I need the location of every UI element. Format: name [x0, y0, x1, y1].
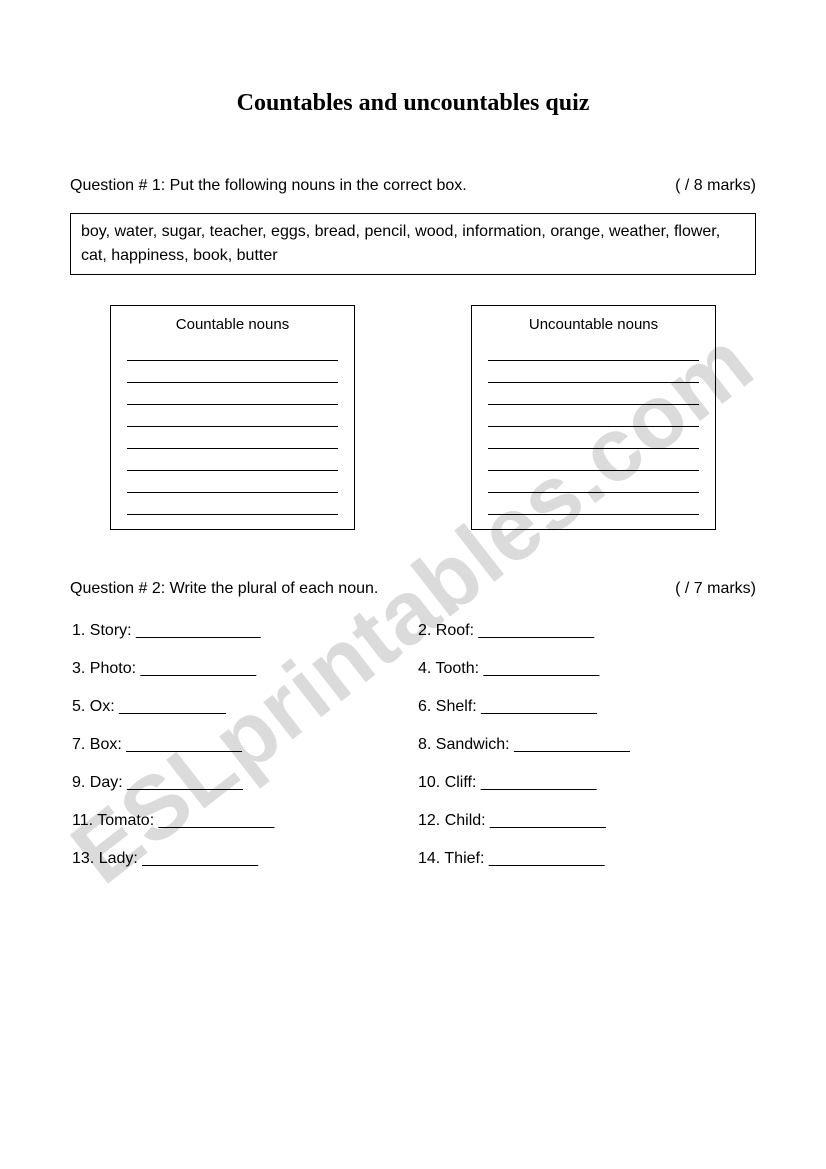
blank-line[interactable]: [488, 339, 699, 361]
page-title: Countables and uncountables quiz: [70, 90, 756, 117]
blank-line[interactable]: [127, 471, 338, 493]
plural-item-blank[interactable]: _____________: [514, 736, 630, 753]
plural-item: 3. Photo: _____________: [72, 660, 408, 678]
question-1-marks: ( / 8 marks): [675, 177, 756, 195]
plural-item: 9. Day: _____________: [72, 774, 408, 792]
plural-item-blank[interactable]: _____________: [489, 850, 605, 867]
blank-line[interactable]: [488, 427, 699, 449]
plural-item: 12. Child: _____________: [418, 812, 754, 830]
blank-line[interactable]: [488, 383, 699, 405]
blank-line[interactable]: [488, 471, 699, 493]
plural-item-blank[interactable]: _____________: [481, 774, 597, 791]
plural-item: 8. Sandwich: _____________: [418, 736, 754, 754]
plural-item-word: Cliff:: [445, 774, 481, 791]
question-1-prompt: Question # 1: Put the following nouns in…: [70, 177, 467, 195]
blank-line[interactable]: [127, 427, 338, 449]
plural-item-blank[interactable]: _____________: [159, 812, 275, 829]
plural-item-word: Shelf:: [436, 698, 481, 715]
plural-item: 10. Cliff: _____________: [418, 774, 754, 792]
countable-box: Countable nouns: [110, 305, 355, 530]
plural-item: 11. Tomato: _____________: [72, 812, 408, 830]
plural-item: 7. Box: _____________: [72, 736, 408, 754]
plural-item-word: Ox:: [90, 698, 119, 715]
plural-item: 2. Roof: _____________: [418, 622, 754, 640]
plural-item-blank[interactable]: _____________: [142, 850, 258, 867]
plural-item-blank[interactable]: ______________: [136, 622, 261, 639]
plural-item-number: 4.: [418, 660, 436, 677]
plural-item-number: 10.: [418, 774, 445, 791]
plural-item-blank[interactable]: _____________: [126, 736, 242, 753]
blank-line[interactable]: [127, 405, 338, 427]
plural-item-number: 9.: [72, 774, 90, 791]
plural-item-word: Child:: [445, 812, 490, 829]
plural-item-number: 14.: [418, 850, 444, 867]
plural-item-number: 7.: [72, 736, 90, 753]
plural-item-word: Tooth:: [436, 660, 484, 677]
question-2-text: Write the plural of each noun.: [170, 580, 379, 597]
plural-item-number: 3.: [72, 660, 90, 677]
uncountable-blanks[interactable]: [486, 339, 701, 515]
plural-item-number: 1.: [72, 622, 90, 639]
plural-item-number: 8.: [418, 736, 436, 753]
question-1-label: Question # 1:: [70, 177, 165, 194]
plural-item: 6. Shelf: _____________: [418, 698, 754, 716]
countable-box-title: Countable nouns: [125, 316, 340, 333]
blank-line[interactable]: [488, 361, 699, 383]
q1-marks-suffix: / 8 marks): [685, 177, 756, 194]
plural-grid: 1. Story: ______________ 2. Roof: _______…: [70, 622, 756, 868]
q2-marks-suffix: / 7 marks): [685, 580, 756, 597]
plural-item: 1. Story: ______________: [72, 622, 408, 640]
word-list-box: boy, water, sugar, teacher, eggs, bread,…: [70, 213, 756, 275]
blank-line[interactable]: [127, 361, 338, 383]
plural-item: 13. Lady: _____________: [72, 850, 408, 868]
question-2-header: Question # 2: Write the plural of each n…: [70, 580, 756, 598]
blank-line[interactable]: [488, 493, 699, 515]
blank-line[interactable]: [488, 405, 699, 427]
plural-item-number: 5.: [72, 698, 90, 715]
plural-item-word: Photo:: [90, 660, 141, 677]
plural-item-word: Lady:: [99, 850, 143, 867]
question-1-text: Put the following nouns in the correct b…: [170, 177, 467, 194]
plural-item: 4. Tooth: _____________: [418, 660, 754, 678]
noun-boxes-row: Countable nouns Uncountable nouns: [70, 305, 756, 530]
plural-item-blank[interactable]: _____________: [484, 660, 600, 677]
plural-item-word: Tomato:: [97, 812, 158, 829]
plural-item-word: Sandwich:: [436, 736, 514, 753]
plural-item-number: 12.: [418, 812, 445, 829]
plural-item-number: 13.: [72, 850, 99, 867]
question-2-label: Question # 2:: [70, 580, 165, 597]
plural-item-word: Story:: [90, 622, 136, 639]
question-2-prompt: Question # 2: Write the plural of each n…: [70, 580, 378, 598]
plural-item-blank[interactable]: _____________: [481, 698, 597, 715]
plural-item-word: Box:: [90, 736, 126, 753]
plural-item-blank[interactable]: _____________: [127, 774, 243, 791]
question-2-marks: ( / 7 marks): [675, 580, 756, 598]
countable-blanks[interactable]: [125, 339, 340, 515]
plural-item-blank[interactable]: _____________: [478, 622, 594, 639]
plural-item: 5. Ox: ____________: [72, 698, 408, 716]
plural-item: 14. Thief: _____________: [418, 850, 754, 868]
plural-item-blank[interactable]: ____________: [119, 698, 226, 715]
plural-item-blank[interactable]: _____________: [490, 812, 606, 829]
plural-item-number: 2.: [418, 622, 436, 639]
plural-item-number: 11.: [72, 812, 97, 829]
blank-line[interactable]: [127, 339, 338, 361]
plural-item-word: Day:: [90, 774, 127, 791]
plural-item-word: Thief:: [444, 850, 488, 867]
blank-line[interactable]: [127, 449, 338, 471]
plural-item-blank[interactable]: _____________: [141, 660, 257, 677]
uncountable-box-title: Uncountable nouns: [486, 316, 701, 333]
blank-line[interactable]: [127, 493, 338, 515]
blank-line[interactable]: [488, 449, 699, 471]
question-1-header: Question # 1: Put the following nouns in…: [70, 177, 756, 195]
plural-item-word: Roof:: [436, 622, 479, 639]
blank-line[interactable]: [127, 383, 338, 405]
uncountable-box: Uncountable nouns: [471, 305, 716, 530]
plural-item-number: 6.: [418, 698, 436, 715]
